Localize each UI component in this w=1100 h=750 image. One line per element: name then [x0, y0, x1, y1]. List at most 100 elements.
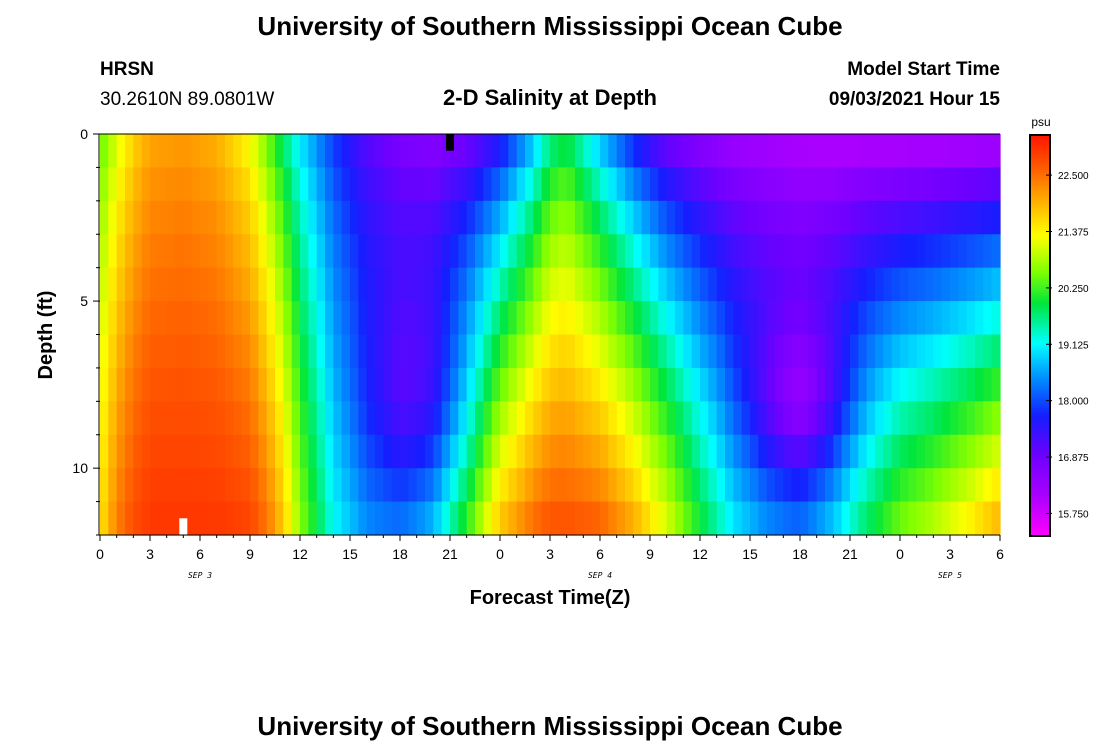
heatmap-cell — [941, 134, 951, 169]
colorbar-segment — [1030, 290, 1050, 294]
heatmap-cell — [975, 134, 984, 169]
heatmap-cell — [266, 401, 276, 436]
heatmap-cell — [850, 468, 859, 503]
heatmap-cell — [716, 468, 726, 503]
colorbar-segment — [1030, 222, 1050, 226]
heatmap-cell — [433, 434, 443, 469]
heatmap-cell — [850, 200, 859, 235]
colorbar-segment — [1030, 275, 1050, 279]
heatmap-cell — [166, 367, 176, 402]
heatmap-cell — [241, 401, 251, 436]
colorbar-segment — [1030, 210, 1050, 214]
heatmap-cell — [183, 167, 193, 202]
heatmap-cell — [733, 234, 743, 269]
heatmap-cell — [108, 501, 118, 536]
heatmap-cell — [225, 167, 234, 202]
heatmap-cell — [866, 301, 876, 336]
heatmap-cell — [191, 334, 201, 369]
heatmap-cell — [400, 367, 409, 402]
heatmap-cell — [675, 167, 684, 202]
colorbar-segment — [1030, 312, 1050, 317]
heatmap-cell — [291, 200, 301, 235]
heatmap-cell — [675, 367, 684, 402]
heatmap-cell — [858, 334, 868, 369]
heatmap-cell — [175, 468, 184, 503]
heatmap-cell — [375, 134, 384, 169]
heatmap-cell — [425, 401, 434, 436]
heatmap-cell — [825, 468, 834, 503]
heatmap-cell — [883, 501, 893, 536]
colorbar-segment — [1030, 475, 1050, 479]
heatmap-cell — [975, 301, 984, 336]
heatmap-cell — [908, 167, 918, 202]
heatmap-cell — [266, 501, 276, 536]
heatmap-cell — [600, 401, 609, 436]
heatmap-cell — [225, 234, 234, 269]
heatmap-cell — [325, 334, 334, 369]
heatmap-cell — [241, 200, 251, 235]
heatmap-cell — [608, 267, 618, 302]
footer-title: University of Southern Mississippi Ocean… — [257, 711, 842, 741]
heatmap-cell — [791, 468, 801, 503]
heatmap-cell — [116, 267, 126, 302]
heatmap-cell — [550, 234, 559, 269]
heatmap-cell — [916, 367, 926, 402]
heatmap-cell — [591, 134, 601, 169]
heatmap-cell — [191, 167, 201, 202]
heatmap-cell — [691, 334, 701, 369]
heatmap-cell — [375, 434, 384, 469]
heatmap-cell — [850, 301, 859, 336]
heatmap-cell — [700, 367, 709, 402]
heatmap-cell — [483, 134, 493, 169]
heatmap-cell — [433, 468, 443, 503]
heatmap-cell — [950, 134, 959, 169]
heatmap-cell — [316, 367, 326, 402]
heatmap-cell — [100, 367, 109, 402]
heatmap-cell — [475, 434, 484, 469]
colorbar-segment — [1030, 190, 1050, 194]
heatmap-cell — [783, 200, 793, 235]
heatmap-cell — [233, 167, 243, 202]
heatmap-cell — [441, 167, 451, 202]
heatmap-cell — [633, 501, 643, 536]
heatmap-cell — [550, 367, 559, 402]
heatmap-cell — [408, 334, 418, 369]
heatmap-cell — [716, 301, 726, 336]
x-tick-label: 6 — [996, 546, 1004, 562]
heatmap-cell — [958, 401, 968, 436]
heatmap-cell — [275, 267, 284, 302]
colorbar-tick-label: 20.250 — [1058, 284, 1089, 295]
heatmap-cell — [766, 468, 776, 503]
y-axis-label: Depth (ft) — [35, 291, 57, 380]
heatmap-cell — [391, 401, 401, 436]
heatmap-cell — [658, 468, 668, 503]
heatmap-cell — [533, 334, 543, 369]
heatmap-cell — [783, 301, 793, 336]
heatmap-cell — [633, 367, 643, 402]
heatmap-cell — [100, 501, 109, 536]
heatmap-cell — [641, 434, 651, 469]
heatmap-cell — [566, 267, 576, 302]
colorbar-segment — [1030, 428, 1050, 432]
heatmap-cell — [875, 167, 884, 202]
heatmap-cell — [741, 200, 751, 235]
heatmap-cell — [700, 234, 709, 269]
heatmap-cell — [741, 468, 751, 503]
heatmap-cell — [141, 434, 151, 469]
heatmap-cell — [375, 501, 384, 536]
heatmap-cell — [733, 367, 743, 402]
heatmap-cell — [466, 200, 476, 235]
colorbar-segment — [1030, 302, 1050, 307]
heatmap-cell — [133, 334, 143, 369]
x-tick-label: 9 — [646, 546, 654, 562]
heatmap-cell — [950, 401, 959, 436]
heatmap-cell — [866, 334, 876, 369]
heatmap-cell — [250, 134, 259, 169]
heatmap-cell — [850, 267, 859, 302]
heatmap-cell — [608, 434, 618, 469]
colorbar-segment — [1030, 292, 1050, 296]
heatmap-cell — [250, 367, 259, 402]
heatmap-cell — [933, 468, 943, 503]
heatmap-cell — [675, 401, 684, 436]
heatmap-cell — [241, 267, 251, 302]
